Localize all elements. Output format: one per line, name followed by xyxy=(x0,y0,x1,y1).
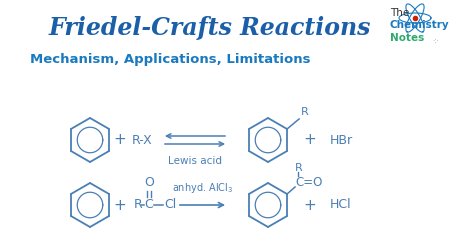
Text: R: R xyxy=(295,163,303,173)
Text: Notes: Notes xyxy=(390,33,424,43)
Text: HBr: HBr xyxy=(330,133,353,147)
Text: +: + xyxy=(114,197,127,213)
Text: anhyd. AlCl$_3$: anhyd. AlCl$_3$ xyxy=(172,181,233,195)
Text: Cl: Cl xyxy=(164,198,176,212)
Text: HCl: HCl xyxy=(330,198,352,212)
Text: O: O xyxy=(144,177,154,189)
Text: R: R xyxy=(301,107,309,117)
Text: +: + xyxy=(304,197,316,213)
Text: R-X: R-X xyxy=(132,133,152,147)
Text: Chemistry: Chemistry xyxy=(390,20,450,30)
Text: ·:·: ·:· xyxy=(432,38,439,44)
Text: Friedel-Crafts Reactions: Friedel-Crafts Reactions xyxy=(49,16,371,40)
Text: Mechanism, Applications, Limitations: Mechanism, Applications, Limitations xyxy=(30,54,310,66)
Text: The: The xyxy=(390,8,409,18)
Text: C: C xyxy=(145,198,154,212)
Text: C=O: C=O xyxy=(295,176,322,188)
Text: Lewis acid: Lewis acid xyxy=(168,156,222,166)
Text: +: + xyxy=(114,132,127,148)
Text: +: + xyxy=(304,132,316,148)
Text: R: R xyxy=(134,198,143,212)
